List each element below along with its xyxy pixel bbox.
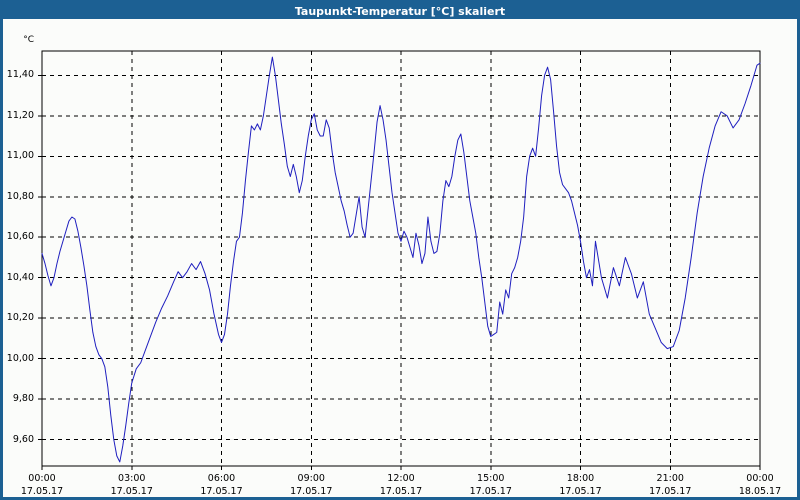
- x-axis-tick-date: 17.05.17: [379, 485, 423, 497]
- x-axis-tick-label: 06:00 17.05.17: [177, 473, 267, 498]
- tick-marks: [38, 74, 761, 470]
- x-axis-tick-time: 00:00: [746, 473, 774, 484]
- x-axis-tick-date: 18.05.17: [738, 485, 782, 497]
- x-axis-tick-date: 17.05.17: [649, 485, 692, 497]
- y-axis-tick-label: 10,60: [6, 231, 34, 243]
- x-axis-tick-time: 06:00: [207, 473, 236, 484]
- data-series-line: [41, 56, 761, 463]
- window-titlebar: Taupunkt-Temperatur [°C] skaliert: [3, 3, 797, 19]
- x-axis-tick-label: 09:00 17.05.17: [266, 473, 356, 498]
- x-axis-tick-time: 21:00: [656, 473, 684, 484]
- x-axis-tick-label: 12:00 17.05.17: [356, 473, 446, 498]
- y-axis-tick-label: 9,60: [12, 433, 34, 445]
- x-axis-tick-time: 18:00: [566, 473, 595, 484]
- x-axis-tick-label: 21:00 17.05.17: [625, 473, 715, 498]
- x-axis-tick-date: 17.05.17: [20, 485, 64, 497]
- x-axis-tick-label: 00:00 18.05.17: [715, 473, 800, 498]
- x-axis-tick-date: 17.05.17: [469, 485, 512, 497]
- x-axis-tick-time: 12:00: [387, 473, 415, 484]
- x-axis-tick-time: 03:00: [118, 473, 146, 484]
- y-axis-tick-label: 10,80: [6, 190, 34, 202]
- y-axis-tick-label: 11,00: [6, 150, 34, 162]
- y-axis-tick-label: 9,80: [12, 393, 34, 405]
- x-axis-tick-time: 09:00: [297, 473, 325, 484]
- x-axis-tick-label: 00:00 17.05.17: [0, 473, 87, 498]
- grid-lines: [42, 51, 760, 466]
- x-axis-tick-date: 17.05.17: [559, 485, 602, 497]
- x-axis-tick-label: 15:00 17.05.17: [446, 473, 536, 498]
- y-axis-tick-label: 11,40: [6, 69, 34, 81]
- x-axis-tick-label: 03:00 17.05.17: [87, 473, 177, 498]
- x-axis-tick-date: 17.05.17: [200, 485, 243, 497]
- page-title: Taupunkt-Temperatur [°C] skaliert: [294, 4, 506, 18]
- x-axis-tick-date: 17.05.17: [110, 485, 153, 497]
- chart-canvas: 9,60 9,80 10,00 10,20 10,40 10,60 10,80 11,00 11…: [3, 19, 797, 497]
- y-axis-unit-label: °C: [23, 35, 34, 45]
- plot-svg: [38, 50, 761, 470]
- x-axis-tick-time: 15:00: [477, 473, 505, 484]
- x-axis-tick-label: 18:00 17.05.17: [536, 473, 626, 498]
- y-axis-tick-label: 10,00: [6, 352, 34, 364]
- y-axis-tick-label: 10,40: [6, 271, 34, 283]
- y-axis-tick-label: 11,20: [6, 109, 34, 121]
- y-axis-tick-label: 10,20: [6, 312, 34, 324]
- x-axis-tick-time: 00:00: [28, 473, 56, 484]
- x-axis-tick-date: 17.05.17: [290, 485, 333, 497]
